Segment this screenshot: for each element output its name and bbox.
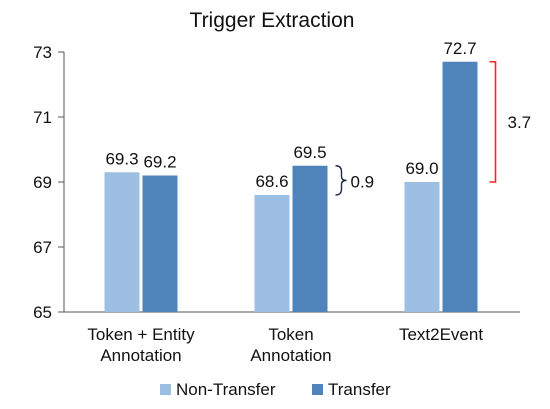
y-tick-label: 73 (33, 43, 52, 62)
bar-non-transfer (104, 172, 140, 312)
legend-label: Non-Transfer (176, 380, 276, 399)
bar-transfer (292, 165, 328, 312)
y-ticks: 65 67 69 71 73 (33, 43, 64, 322)
y-tick-label: 67 (33, 238, 52, 257)
legend: Non-Transfer Transfer (160, 380, 391, 399)
x-tick-label: Token + Entity (87, 325, 195, 344)
bar-value-label: 69.5 (293, 143, 326, 162)
legend-swatch-non-transfer (160, 384, 171, 395)
bar-value-label: 69.0 (405, 159, 438, 178)
difference-brace (335, 165, 347, 196)
y-tick-label: 65 (33, 303, 52, 322)
x-tick-label: Annotation (100, 346, 181, 365)
x-tick-label: Annotation (250, 346, 331, 365)
x-tick-labels: Token + Entity Annotation Token Annotation T… (87, 325, 483, 365)
bar-transfer (442, 61, 478, 312)
difference-bracket (489, 60, 497, 183)
y-tick-label: 69 (33, 173, 52, 192)
bar-transfer (142, 175, 178, 312)
x-tick-label: Text2Event (399, 325, 483, 344)
legend-label: Transfer (328, 380, 391, 399)
bar-value-label: 72.7 (443, 39, 476, 58)
bar-value-label: 69.2 (143, 153, 176, 172)
value-labels: 69.3 68.6 69.0 69.2 69.5 72.7 (105, 39, 476, 191)
bars (104, 61, 478, 312)
annotations: 0.9 3.7 (335, 60, 532, 196)
bar-value-label: 68.6 (255, 172, 288, 191)
bar-non-transfer (254, 195, 290, 312)
x-tick-label: Token (268, 325, 313, 344)
y-tick-label: 71 (33, 108, 52, 127)
legend-swatch-transfer (312, 384, 323, 395)
difference-label: 3.7 (508, 113, 532, 132)
bar-non-transfer (404, 182, 440, 312)
chart-title: Trigger Extraction (190, 9, 355, 32)
difference-label: 0.9 (351, 172, 375, 191)
bar-value-label: 69.3 (105, 149, 138, 168)
